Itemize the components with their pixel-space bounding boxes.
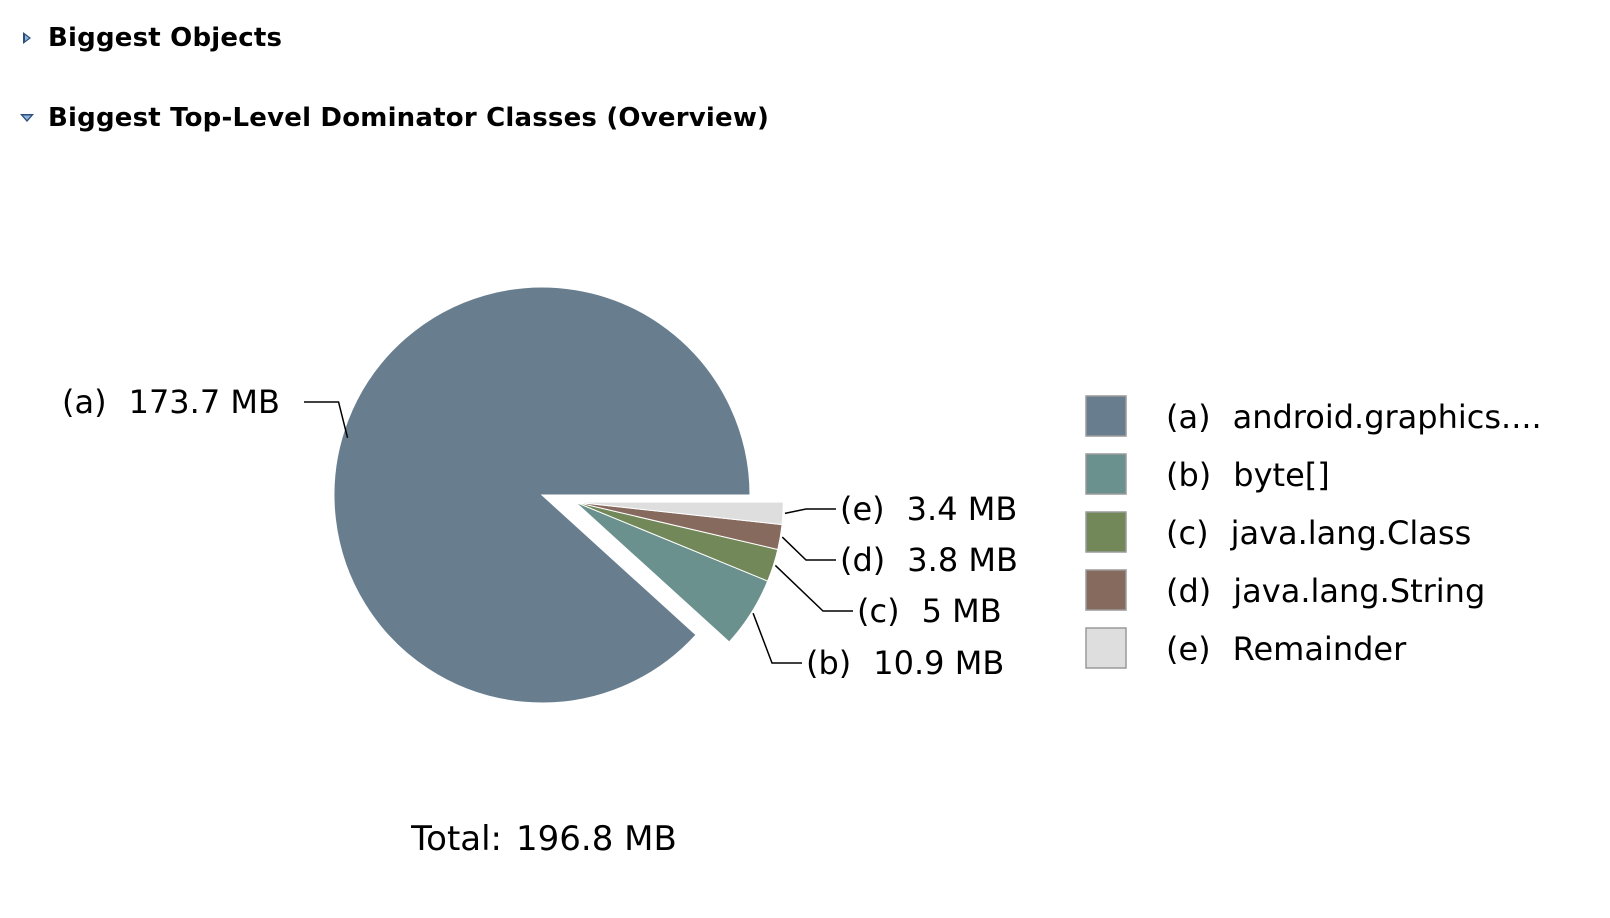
legend-key: (d) (1166, 572, 1211, 610)
legend-swatch (1085, 627, 1127, 669)
leader-line (752, 612, 802, 664)
section-dominator-classes-header[interactable]: Biggest Top-Level Dominator Classes (Ove… (18, 98, 769, 138)
legend-label: (b) byte[] (1166, 456, 1330, 494)
data-label-value: 173.7 MB (129, 383, 280, 421)
data-label: (d) 3.8 MB (840, 541, 1018, 579)
legend: (a) android.graphics.... (b) byte[] (c) java.… (1085, 395, 1542, 669)
data-label-key: (a) (62, 383, 107, 421)
data-label-key: (e) (840, 490, 885, 528)
leader-line (774, 564, 853, 612)
total-label: Total: 196.8 MB (410, 819, 677, 859)
data-label: (e) 3.4 MB (840, 490, 1017, 528)
leader-line (781, 536, 836, 561)
section-biggest-objects-header[interactable]: Biggest Objects (18, 18, 282, 58)
legend-name: Remainder (1233, 630, 1407, 668)
data-label-value: 5 MB (922, 592, 1002, 630)
data-label-value: 3.4 MB (907, 490, 1018, 528)
legend-label: (d) java.lang.String (1166, 572, 1485, 610)
legend-swatch (1085, 569, 1127, 611)
leader-lines (304, 401, 853, 664)
data-label: (c) 5 MB (857, 592, 1002, 630)
pie-slice-e (575, 501, 784, 526)
chevron-right-icon[interactable] (18, 29, 36, 47)
leader-line (304, 401, 349, 439)
legend-name: java.lang.String (1232, 572, 1485, 610)
legend-name: byte[] (1233, 456, 1329, 494)
pie-slice-a (333, 286, 751, 704)
section-title: Biggest Top-Level Dominator Classes (Ove… (48, 103, 770, 133)
legend-label: (a) android.graphics.... (1166, 398, 1542, 436)
legend-label: (c) java.lang.Class (1166, 514, 1471, 552)
legend-key: (a) (1166, 398, 1211, 436)
section-title: Biggest Objects (48, 23, 283, 53)
data-label-value: 10.9 MB (873, 644, 1004, 682)
data-label: (a) 173.7 MB (62, 383, 280, 421)
leader-line (784, 508, 836, 515)
legend-key: (b) (1166, 456, 1211, 494)
legend-label: (e) Remainder (1166, 630, 1407, 668)
data-label-key: (d) (840, 541, 885, 579)
legend-name: java.lang.Class (1230, 514, 1472, 552)
total-key: Total: (410, 819, 502, 859)
legend-swatch (1085, 453, 1127, 495)
total-value: 196.8 MB (516, 819, 677, 859)
legend-key: (c) (1166, 514, 1209, 552)
legend-key: (e) (1166, 630, 1211, 668)
legend-swatch (1085, 511, 1127, 553)
data-label-key: (c) (857, 592, 900, 630)
pie-slices (333, 286, 784, 704)
data-label-key: (b) (806, 644, 851, 682)
chevron-down-icon[interactable] (18, 109, 36, 127)
data-label: (b) 10.9 MB (806, 644, 1004, 682)
data-labels: (a) 173.7 MB (b) 10.9 MB (c) 5 MB (d) 3.8 MB (e)… (62, 383, 1018, 682)
legend-name: android.graphics.... (1233, 398, 1542, 436)
legend-swatch (1085, 395, 1127, 437)
data-label-value: 3.8 MB (907, 541, 1018, 579)
